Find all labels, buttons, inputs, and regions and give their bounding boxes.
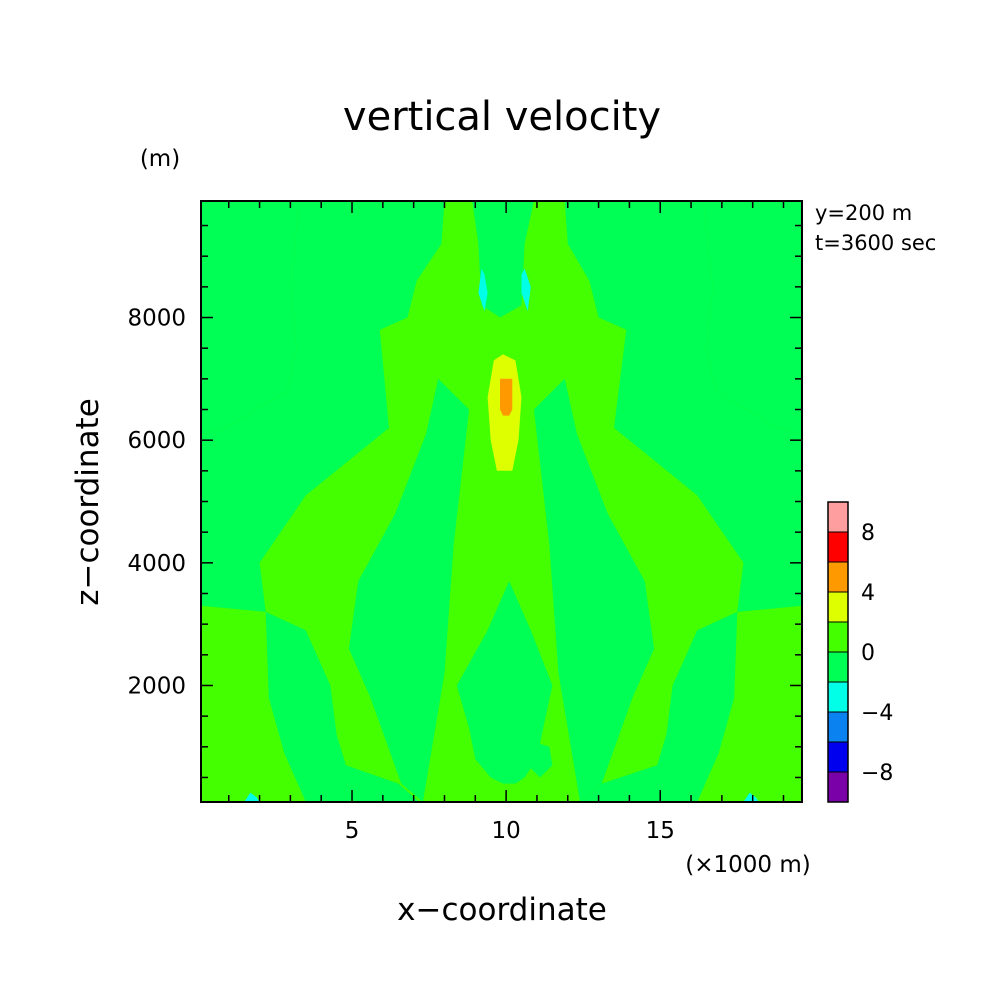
y-tick-label: 8000: [127, 306, 186, 332]
colorbar-label: 0: [861, 641, 875, 666]
colorbar-label: 4: [861, 581, 875, 606]
contour-region-left-edge-downdraft: [201, 201, 300, 434]
colorbar-label: 8: [861, 521, 875, 546]
x-axis-label: x−coordinate: [397, 892, 607, 928]
colorbar-swatch: [827, 771, 849, 803]
plot-area: [200, 200, 803, 803]
colorbar-swatch: [827, 621, 849, 653]
colorbar-label: −4: [861, 701, 893, 726]
contour-region-updraft-core: [500, 378, 513, 416]
contour-region-downdraft-cell-right: [521, 268, 531, 312]
y-axis-label: z−coordinate: [70, 398, 106, 606]
contour-region-downdraft-cell-left: [478, 268, 488, 312]
x-unit-label: (×1000 m): [685, 852, 810, 878]
contour-region-right-lower-small-downdraft: [527, 740, 553, 778]
contour-region-right-edge-downdraft: [703, 201, 802, 434]
contour-region-center-top-downdraft: [472, 201, 534, 318]
y-tick-label: 4000: [127, 551, 186, 577]
contour-region-left-arm-downdraft: [348, 378, 470, 802]
chart-title: vertical velocity: [343, 94, 661, 140]
y-tick-label: 6000: [127, 428, 186, 454]
contour-region-left-upper-downdraft: [201, 201, 445, 612]
x-tick-label: 15: [646, 818, 675, 844]
colorbar-frame: [827, 501, 849, 803]
x-tick-label: 5: [345, 818, 360, 844]
colorbar-swatch: [827, 711, 849, 743]
info-line-t: t=3600 sec: [815, 231, 936, 255]
colorbar: 8 4 0 −4 −8: [827, 501, 893, 803]
colorbar-swatch: [827, 591, 849, 623]
contour-region-right-arm-downdraft: [533, 378, 655, 802]
colorbar-label: −8: [861, 761, 893, 786]
colorbar-swatch: [827, 651, 849, 683]
y-tick-label: 2000: [127, 673, 186, 699]
colorbar-swatch: [827, 681, 849, 713]
info-line-y: y=200 m: [815, 201, 912, 225]
contour-region-right-lower-downdraft: [580, 611, 738, 802]
x-tick-label: 10: [491, 818, 520, 844]
contour-region-surface-cell-right: [743, 792, 759, 802]
contour-region-surface-cell-left: [244, 792, 260, 802]
contour-region-left-lower-downdraft: [265, 611, 420, 802]
colorbar-swatch: [827, 531, 849, 563]
contour-region-center-lower-downdraft: [456, 581, 553, 784]
contour-region-right-upper-downdraft: [564, 201, 802, 612]
y-unit-label: (m): [140, 146, 180, 172]
colorbar-swatch: [827, 741, 849, 773]
colorbar-swatch: [827, 501, 849, 533]
plot-frame: [200, 200, 803, 803]
colorbar-swatch: [827, 561, 849, 593]
